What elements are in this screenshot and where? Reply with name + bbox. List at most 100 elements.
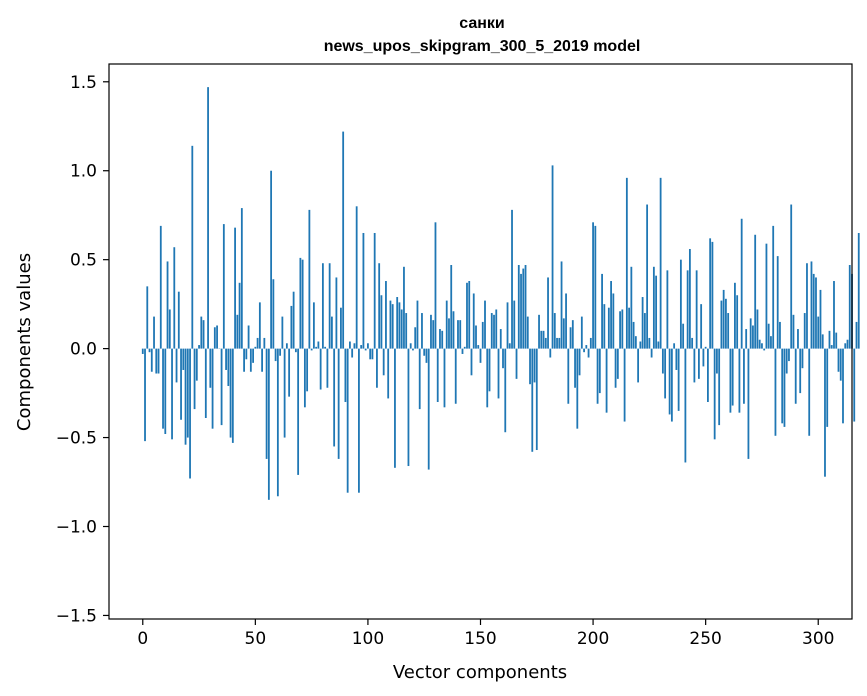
bar (812, 273, 815, 349)
bar (193, 348, 196, 410)
bar (371, 348, 374, 360)
bar (263, 337, 266, 349)
x-tick-label: 200 (577, 629, 609, 649)
bar (272, 279, 275, 349)
bar (288, 348, 291, 397)
bar (486, 348, 489, 408)
bar (481, 321, 484, 349)
x-tick-label: 50 (245, 629, 267, 649)
bar (790, 204, 793, 349)
bar (659, 177, 662, 349)
bar (589, 337, 592, 349)
bar (171, 348, 173, 440)
bar (853, 348, 856, 422)
bar (630, 266, 633, 349)
bar (430, 314, 432, 349)
bar (328, 263, 331, 349)
bar (745, 329, 748, 349)
bar (684, 348, 687, 463)
bar (702, 348, 705, 367)
bar (616, 348, 619, 379)
x-tick-label: 250 (689, 629, 721, 649)
bar (679, 259, 682, 349)
bar (632, 321, 635, 349)
bar (342, 131, 345, 349)
bar (560, 261, 563, 349)
bar (731, 348, 734, 406)
bar (628, 307, 630, 349)
bar (517, 265, 520, 349)
bar (772, 225, 775, 349)
bar (141, 348, 144, 354)
bar (817, 316, 820, 349)
bar (736, 295, 739, 349)
bar (421, 313, 423, 349)
bar (533, 348, 536, 383)
bar (734, 282, 736, 349)
bar (661, 348, 664, 374)
bar (783, 348, 786, 427)
bar (785, 348, 788, 374)
bar (448, 318, 450, 349)
bar (200, 316, 203, 349)
bar (801, 348, 804, 369)
bar (468, 281, 471, 349)
bar (240, 208, 243, 349)
bar (380, 295, 383, 349)
bar (806, 263, 808, 349)
bar (634, 336, 637, 349)
bar (319, 348, 322, 390)
bar (666, 270, 669, 349)
bar (621, 309, 624, 349)
bar (472, 293, 475, 349)
bar (562, 318, 565, 349)
bar (191, 145, 194, 349)
bar (743, 348, 745, 404)
bar (222, 224, 225, 349)
bar (842, 348, 844, 424)
bar (488, 348, 491, 392)
bar (603, 304, 606, 349)
bar (202, 320, 205, 349)
bar (758, 339, 761, 349)
bar (594, 225, 597, 349)
bar (159, 225, 162, 349)
bar (612, 293, 615, 349)
bar (186, 348, 189, 438)
bar (547, 277, 549, 349)
bar (146, 286, 149, 349)
bar (184, 348, 187, 445)
bar (148, 348, 151, 353)
bar (387, 348, 390, 399)
bar (553, 313, 556, 349)
bar (459, 320, 462, 349)
bar (848, 265, 851, 349)
y-tick-label: 0.0 (70, 340, 97, 360)
bar (587, 348, 590, 358)
bar (441, 330, 444, 349)
bar (574, 348, 576, 388)
bar (360, 345, 363, 349)
bar (261, 348, 263, 372)
bar (443, 348, 446, 408)
bar (315, 346, 318, 349)
y-tick-label: 1.5 (70, 73, 97, 93)
bar (364, 348, 367, 351)
bar (538, 314, 540, 349)
bar (693, 348, 696, 383)
bar (403, 266, 405, 349)
bar (592, 222, 594, 349)
y-tick-label: −1.0 (56, 518, 97, 538)
bar (436, 348, 439, 402)
bar (479, 348, 482, 363)
bar (418, 348, 421, 410)
bar (815, 277, 817, 349)
bar (675, 348, 678, 370)
bar (752, 325, 754, 349)
bar (407, 348, 410, 467)
bar (810, 261, 813, 349)
bar (270, 170, 273, 349)
bar (434, 222, 437, 349)
bar (497, 348, 500, 399)
bar (495, 309, 498, 349)
